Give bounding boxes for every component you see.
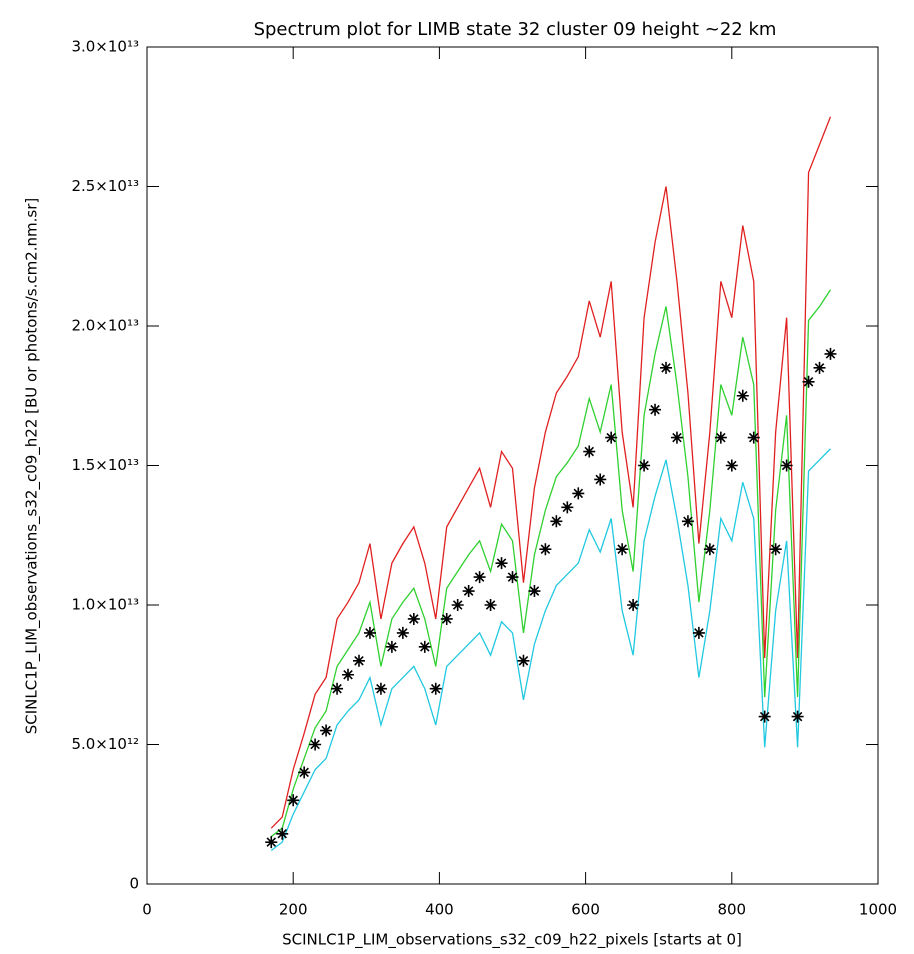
y-tick-label: 5.0×10¹² <box>71 735 139 753</box>
asterisk-marker <box>451 599 464 611</box>
asterisk-marker <box>736 389 749 402</box>
asterisk-marker <box>539 543 552 556</box>
asterisk-marker <box>309 738 322 751</box>
asterisk-marker <box>769 543 782 556</box>
y-tick-label: 1.5×10¹³ <box>71 456 139 474</box>
asterisk-marker <box>342 668 355 681</box>
x-tick-label: 400 <box>425 901 454 919</box>
x-tick-label: 200 <box>279 901 308 919</box>
asterisk-marker <box>407 612 420 625</box>
spectrum-line <box>270 448 831 852</box>
spectrum-line <box>270 116 832 829</box>
y-tick-label: 2.0×10¹³ <box>71 317 139 335</box>
asterisk-marker <box>725 459 738 472</box>
asterisk-marker <box>484 599 497 611</box>
y-axis-label: SCINLC1P_LIM_observations_s32_c09_h22 [B… <box>23 198 42 735</box>
asterisk-marker <box>363 626 376 639</box>
asterisk-marker <box>506 571 519 584</box>
asterisk-marker <box>747 431 760 444</box>
asterisk-marker <box>276 827 289 840</box>
x-tick-label: 1000 <box>859 901 897 919</box>
asterisk-marker <box>374 682 387 695</box>
asterisk-marker <box>638 459 651 472</box>
asterisk-marker <box>287 794 300 807</box>
asterisk-marker <box>352 654 365 667</box>
y-tick-label: 1.0×10¹³ <box>71 596 139 614</box>
y-tick-label: 2.5×10¹³ <box>71 177 139 195</box>
y-tick-label: 0 <box>129 875 139 893</box>
asterisk-marker <box>649 403 662 416</box>
asterisk-marker <box>429 682 442 695</box>
asterisk-marker <box>616 543 629 556</box>
asterisk-marker <box>385 640 398 653</box>
asterisk-marker <box>670 431 683 444</box>
asterisk-marker <box>298 766 311 779</box>
asterisk-marker <box>331 682 344 695</box>
asterisk-marker <box>418 640 431 653</box>
asterisk-marker <box>758 710 771 723</box>
asterisk-marker <box>396 626 409 639</box>
asterisk-marker <box>605 431 618 444</box>
asterisk-marker <box>320 724 333 737</box>
asterisk-marker <box>550 515 563 528</box>
asterisk-marker <box>462 585 475 598</box>
asterisk-marker <box>660 361 673 374</box>
plot-frame <box>146 46 879 885</box>
asterisk-marker <box>791 710 804 723</box>
asterisk-marker <box>714 431 727 444</box>
asterisk-marker <box>813 361 826 374</box>
asterisk-marker <box>703 543 716 556</box>
x-axis-label: SCINLC1P_LIM_observations_s32_c09_h22_pi… <box>282 931 742 950</box>
asterisk-marker <box>561 501 574 514</box>
x-tick-label: 600 <box>571 901 600 919</box>
y-tick-label: 3.0×10¹³ <box>71 38 139 56</box>
asterisk-marker <box>583 445 596 458</box>
asterisk-marker <box>681 515 694 528</box>
asterisk-marker <box>627 599 640 611</box>
asterisk-marker <box>473 571 486 584</box>
asterisk-marker <box>802 375 815 388</box>
x-tick-label: 800 <box>717 901 746 919</box>
asterisk-marker <box>440 612 453 625</box>
chart-title: Spectrum plot for LIMB state 32 cluster … <box>254 19 777 40</box>
asterisk-marker <box>517 654 530 667</box>
asterisk-marker <box>495 557 508 570</box>
asterisk-marker <box>572 487 585 500</box>
spectrum-line <box>270 289 832 838</box>
asterisk-marker <box>692 626 705 639</box>
asterisk-marker <box>528 585 541 598</box>
x-tick-label: 0 <box>142 901 152 919</box>
asterisk-marker <box>824 347 837 360</box>
asterisk-marker <box>265 836 278 849</box>
asterisk-marker <box>594 473 607 486</box>
asterisk-marker <box>780 459 793 472</box>
